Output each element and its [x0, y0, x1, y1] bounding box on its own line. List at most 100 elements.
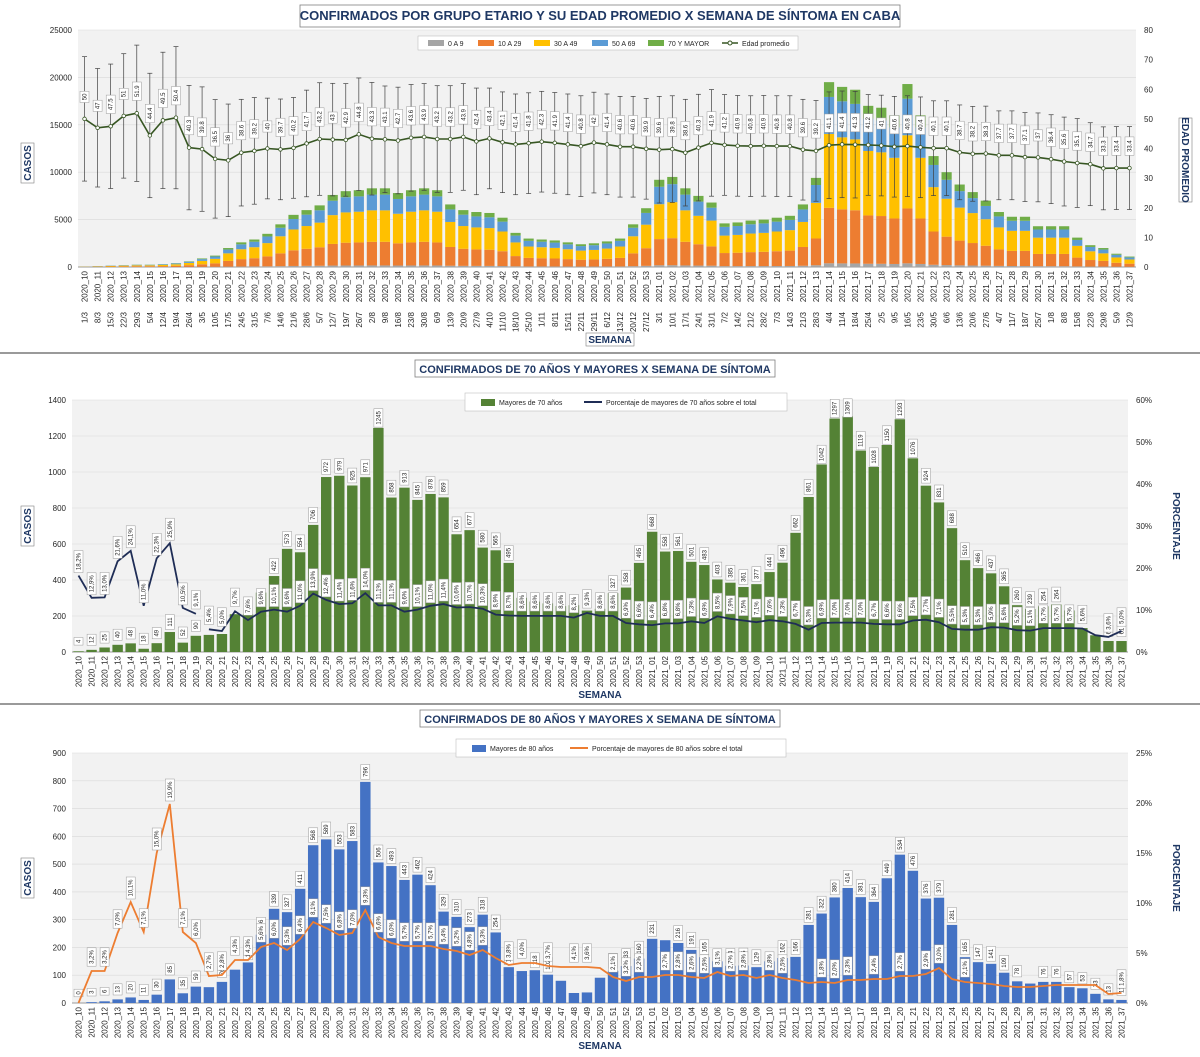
x-tick-date: 12/9	[1126, 311, 1135, 327]
percent-label-box: 5,3%	[961, 607, 970, 625]
bar-value-label-box: 403	[713, 562, 722, 577]
edad-promedio-label: 42.9	[344, 111, 350, 123]
edad-promedio-label: 41.3	[853, 116, 859, 128]
bar-segment	[550, 266, 560, 267]
bar-value-label-box: 254	[491, 915, 500, 930]
bar-value-label-box: 561	[674, 534, 683, 549]
bar-segment	[772, 266, 782, 267]
x-tick-date: 26/7	[355, 311, 364, 327]
bar-segment	[928, 265, 938, 267]
bar-segment	[275, 224, 285, 227]
bar-segment	[955, 241, 965, 266]
bar-segment	[615, 241, 625, 247]
x-tick-group: 2/8	[368, 311, 377, 323]
x-tick-group: 2020_30	[335, 655, 344, 687]
x-tick-group: 2021_13	[805, 655, 814, 687]
x-tick-week: 2020_40	[472, 270, 481, 302]
y2-axis-title: EDAD PROMEDIO	[1179, 117, 1190, 203]
x-tick-group: 2021_37	[1118, 1006, 1127, 1038]
x-tick-date: 17/1	[681, 311, 690, 327]
bar-value-label-box: 318	[478, 897, 487, 912]
edad-promedio-point	[448, 137, 452, 141]
percent-label-box: 10,3%	[478, 584, 487, 606]
bar-value-label: 147	[976, 947, 982, 958]
bar-segment	[785, 220, 795, 230]
x-tick-week: 2021_11	[786, 270, 795, 301]
x-tick-group: 26/4	[185, 311, 194, 327]
x-tick-week: 2020_51	[609, 655, 618, 687]
bar-value-label-box: 1245	[374, 409, 383, 427]
x-tick-group: 12/4	[159, 311, 168, 327]
bar-segment	[445, 247, 455, 266]
bar-value-label: 53	[1080, 974, 1086, 981]
x-tick-group: 2020_13	[120, 270, 129, 302]
bar-value-label-box: 364	[869, 885, 878, 900]
edad-promedio-label: 42.4	[474, 113, 480, 125]
bar-segment	[524, 258, 534, 267]
bar-value-label: 501	[689, 546, 695, 557]
bar-segment	[367, 242, 377, 266]
edad-promedio-point	[148, 134, 152, 138]
bar-segment	[928, 232, 938, 265]
percent-label-box: 7,6%	[765, 597, 774, 615]
x-tick-group: 2020_40	[466, 1006, 475, 1038]
x-tick-group: 20/12	[629, 311, 638, 332]
x-tick-group: 2020_52	[622, 655, 631, 687]
percent-label-box: 3,1%	[713, 949, 722, 967]
legend-label: Mayores de 80 años	[490, 746, 554, 753]
percent-label: 10,1%	[416, 586, 422, 604]
bar-value-label-box: 495	[635, 546, 644, 561]
percent-label: 7,6%	[768, 599, 774, 613]
edad-promedio-label: 41.2	[866, 116, 872, 128]
x-tick-week: 2020_42	[492, 1006, 501, 1038]
legend-label: 50 A 69	[612, 41, 635, 48]
x-tick-week: 2020_46	[544, 655, 553, 687]
percent-label-box: 5,5%	[948, 606, 957, 624]
bar-value-label-box: 254	[1039, 589, 1048, 604]
edad-promedio-point	[475, 140, 479, 144]
bar-value-label: 141	[989, 948, 995, 959]
chart-title: CONFIRMADOS DE 70 AÑOS Y MAYORES X SEMAN…	[419, 363, 771, 376]
bar-value-label-box: 1028	[869, 448, 878, 466]
percent-label: 5,6%	[259, 926, 265, 940]
x-tick-week: 2020_18	[179, 655, 188, 687]
y2-tick-label: 50%	[1136, 438, 1152, 447]
x-tick-week: 2021_08	[739, 655, 748, 687]
x-tick-week: 2020_12	[101, 655, 110, 687]
edad-promedio-label-box: 49.5	[158, 89, 167, 107]
y2-tick-label: 20%	[1136, 799, 1152, 808]
edad-promedio-label-box: 43.1	[381, 108, 390, 126]
percent-label: 8,6%	[520, 594, 526, 608]
x-tick-group: 12/7	[329, 311, 338, 327]
x-tick-week: 2021_33	[1073, 270, 1082, 302]
edad-promedio-label-box: 50	[80, 91, 89, 102]
x-tick-group: 4/7	[995, 311, 1004, 323]
y-tick-label: 200	[53, 612, 67, 621]
x-tick-group: 3/1	[655, 311, 664, 323]
x-tick-week: 2020_42	[499, 270, 508, 302]
x-tick-group: 22/8	[1086, 311, 1095, 327]
chart-mayores-70-svg: 02004006008001000120014000%10%20%30%40%5…	[0, 354, 1200, 705]
bar	[282, 912, 292, 1003]
bar-segment	[902, 263, 912, 267]
bar-segment	[419, 242, 429, 266]
edad-promedio-label: 40.3	[187, 119, 193, 131]
x-tick-group: 31/5	[250, 311, 259, 327]
x-tick-date: 2/5	[877, 311, 886, 323]
x-tick-group: 2021_08	[747, 270, 756, 302]
percent-label: 6,7%	[794, 602, 800, 616]
x-tick-week: 2020_27	[303, 270, 312, 302]
x-tick-week: 2020_50	[596, 1006, 605, 1038]
x-tick-group: 14/6	[277, 311, 286, 327]
x-tick-date: 28/3	[812, 311, 821, 327]
x-tick-group: 27/6	[982, 311, 991, 327]
percent-label-box: 15,0%	[152, 828, 161, 850]
x-tick-group: 2021_03	[674, 1006, 683, 1038]
edad-promedio-point	[814, 149, 818, 153]
bar-segment	[942, 199, 952, 237]
bar-segment	[1072, 240, 1082, 246]
bar-value-label: 483	[702, 549, 708, 560]
bar-segment	[288, 215, 298, 219]
percent-label-box: 6,9%	[622, 600, 631, 618]
x-tick-week: 2020_36	[414, 1006, 423, 1038]
